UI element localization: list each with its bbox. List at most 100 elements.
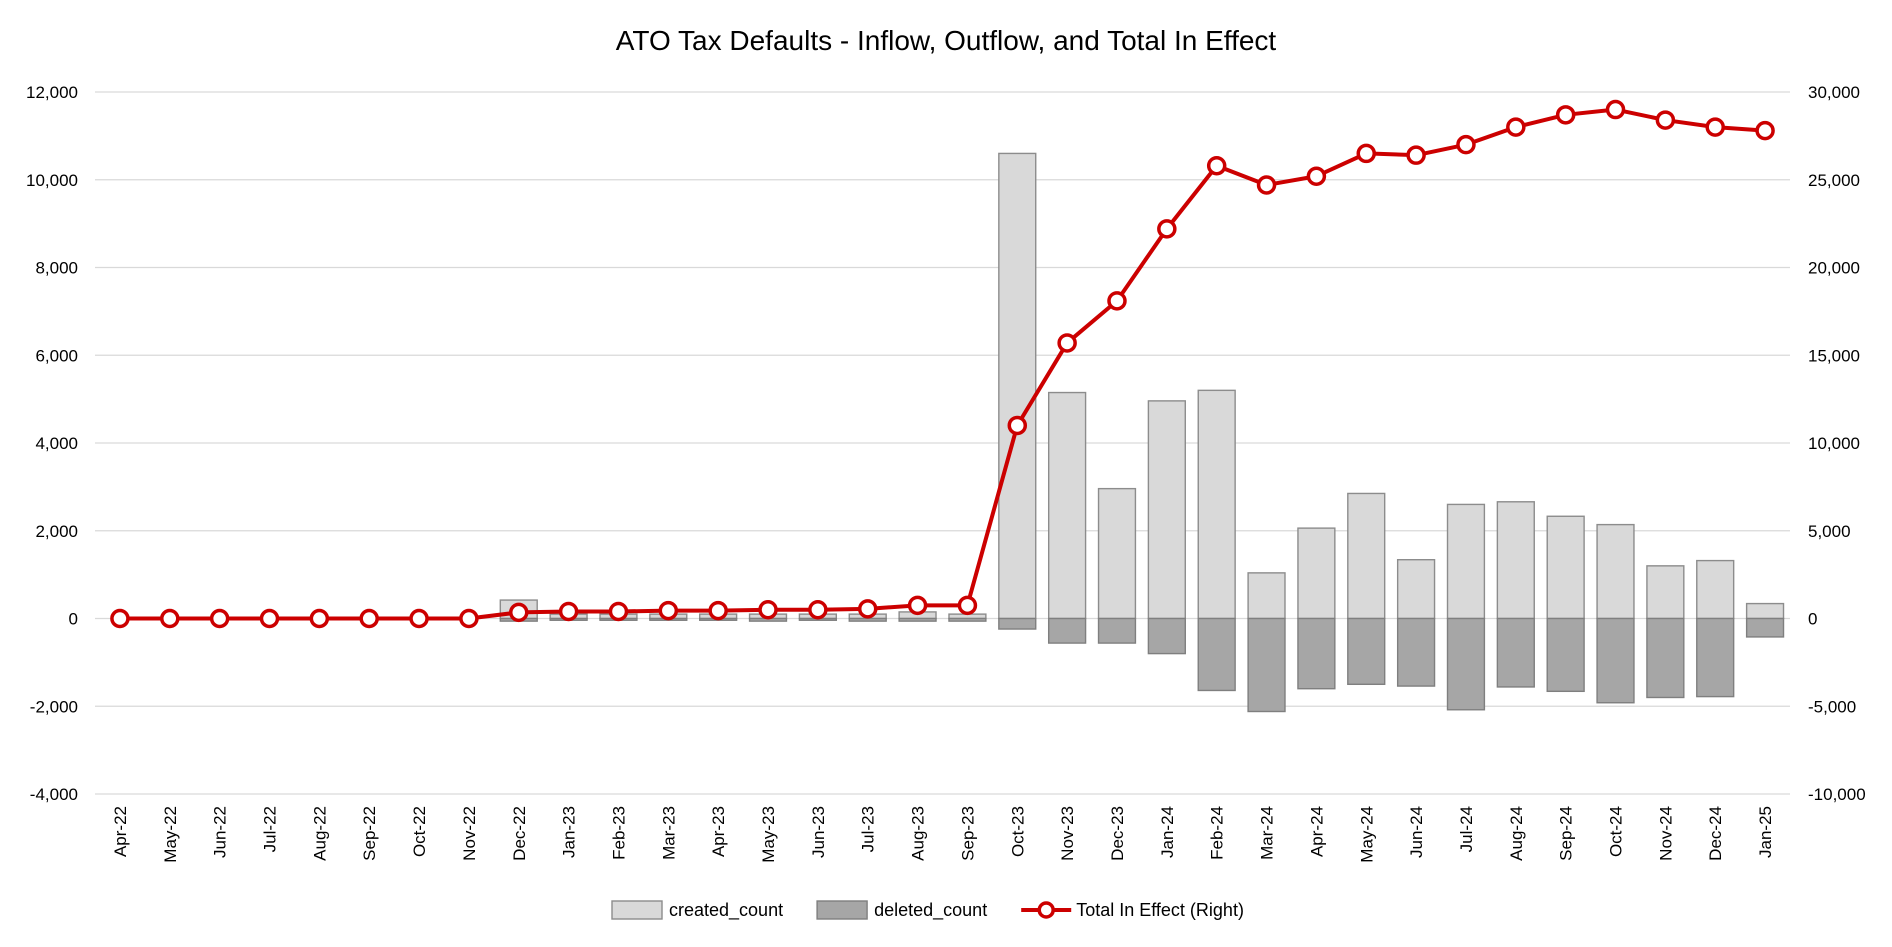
x-tick-label: Dec-24 xyxy=(1706,806,1725,861)
x-tick-label: Apr-23 xyxy=(709,806,728,857)
y-left-tick-label: -4,000 xyxy=(30,785,78,804)
line-point-marker xyxy=(758,599,778,620)
line-point-marker xyxy=(1356,143,1376,164)
y-right-tick-label: 25,000 xyxy=(1808,171,1860,190)
line-point-marker xyxy=(1506,117,1526,137)
x-tick-label: Jun-22 xyxy=(211,806,230,858)
bar-deleted-count xyxy=(1396,617,1436,687)
y-left-tick-label: 4,000 xyxy=(35,434,78,453)
line-point-marker xyxy=(907,595,928,616)
legend-marker-swatch xyxy=(1037,901,1055,919)
line-point-marker xyxy=(658,600,679,621)
left-axis-ticks: -4,000 -2,000 0 2,000 4,000 6,000 8,000 10,000 1… xyxy=(26,83,78,804)
x-tick-label: Jan-23 xyxy=(560,806,579,858)
legend-label: created_count xyxy=(669,900,783,921)
line-point-marker xyxy=(1206,155,1227,176)
line-point-marker xyxy=(459,608,479,629)
line-point-marker xyxy=(1605,99,1626,120)
bar-deleted-count xyxy=(898,617,937,622)
x-tick-label: Jul-22 xyxy=(260,806,279,852)
bar-created-count xyxy=(1646,565,1685,620)
bar-deleted-count xyxy=(1197,617,1236,692)
x-tick-label: Mar-24 xyxy=(1258,806,1277,860)
bar-deleted-count xyxy=(1696,617,1735,698)
line-point-marker xyxy=(209,608,230,629)
y-left-tick-label: 6,000 xyxy=(35,346,78,365)
x-tick-label: Jun-24 xyxy=(1407,806,1426,858)
y-right-tick-label: 30,000 xyxy=(1808,83,1860,102)
bar-deleted-count xyxy=(1297,617,1336,690)
x-tick-label: Aug-23 xyxy=(909,806,928,861)
x-tick-label: Apr-22 xyxy=(111,806,130,857)
legend-label: deleted_count xyxy=(874,900,987,921)
y-left-tick-label: 0 xyxy=(69,610,78,629)
bar-created-count xyxy=(1596,523,1635,620)
bar-created-count xyxy=(1396,559,1436,620)
x-tick-label: Nov-24 xyxy=(1656,806,1675,861)
bar-created-count xyxy=(998,152,1037,620)
line-point-marker xyxy=(608,601,629,622)
bar-deleted-count xyxy=(1446,617,1486,711)
bar-created-count xyxy=(1696,559,1735,620)
x-tick-label: Nov-22 xyxy=(460,806,479,861)
bar-created-count xyxy=(1546,515,1585,620)
line-point-marker xyxy=(110,608,130,629)
line-point-marker xyxy=(558,601,579,622)
y-right-tick-label: 10,000 xyxy=(1808,434,1860,453)
y-left-tick-label: 2,000 xyxy=(35,522,78,541)
line-point-marker xyxy=(1057,333,1077,353)
legend-swatch xyxy=(816,900,868,920)
x-tick-label: Sep-23 xyxy=(958,806,977,861)
x-tick-label: May-24 xyxy=(1357,806,1376,863)
line-point-marker xyxy=(409,608,429,629)
x-tick-label: Jun-23 xyxy=(809,806,828,858)
y-right-tick-label: 0 xyxy=(1808,610,1817,629)
legend-label: Total In Effect (Right) xyxy=(1076,900,1244,920)
x-tick-label: May-22 xyxy=(161,806,180,863)
bar-created-count xyxy=(1097,487,1137,620)
bar-deleted-count xyxy=(1646,617,1685,699)
line-total-in-effect xyxy=(119,107,1766,621)
x-tick-label: Jan-24 xyxy=(1158,806,1177,858)
x-axis-ticks: Apr-22 May-22 Jun-22 Jul-22 Aug-22 Sep-22 Oct-… xyxy=(111,806,1775,863)
line-point-marker xyxy=(1306,166,1327,186)
x-tick-label: Nov-23 xyxy=(1058,806,1077,861)
x-tick-label: Oct-24 xyxy=(1607,806,1626,857)
y-right-tick-label: 20,000 xyxy=(1808,259,1860,278)
line-point-marker xyxy=(1157,219,1177,239)
bar-created-count xyxy=(1297,527,1336,620)
bar-deleted-count xyxy=(1596,617,1635,704)
x-tick-label: Mar-23 xyxy=(659,806,678,860)
x-tick-label: Aug-24 xyxy=(1507,806,1526,861)
x-tick-label: Feb-24 xyxy=(1208,806,1227,860)
line-point-marker xyxy=(957,595,978,616)
y-left-tick-label: 12,000 xyxy=(26,83,78,102)
line-point-marker xyxy=(1755,120,1775,141)
x-tick-label: May-23 xyxy=(759,806,778,863)
x-tick-label: Dec-23 xyxy=(1108,806,1127,861)
x-tick-label: Feb-23 xyxy=(609,806,628,860)
x-tick-label: Jul-24 xyxy=(1457,806,1476,852)
bar-deleted-count xyxy=(948,617,987,622)
bar-created-count xyxy=(1745,602,1785,620)
bar-deleted-count xyxy=(1745,617,1785,638)
y-right-tick-label: -10,000 xyxy=(1808,785,1866,804)
bar-created-count xyxy=(1147,400,1186,620)
x-tick-label: Aug-22 xyxy=(310,806,329,861)
y-right-tick-label: -5,000 xyxy=(1808,697,1856,716)
chart-title: ATO Tax Defaults - Inflow, Outflow, and … xyxy=(616,25,1277,56)
y-left-tick-label: -2,000 xyxy=(30,697,78,716)
y-left-tick-label: 10,000 xyxy=(26,171,78,190)
line-point-marker xyxy=(1555,105,1576,125)
line-point-marker xyxy=(259,608,280,629)
x-tick-label: Oct-23 xyxy=(1008,806,1027,857)
line-point-marker xyxy=(1107,291,1127,311)
bar-deleted-count xyxy=(1247,617,1286,713)
line-point-marker xyxy=(1705,117,1725,137)
x-tick-label: Jan-25 xyxy=(1756,806,1775,858)
line-point-marker xyxy=(1456,134,1476,155)
line-point-marker xyxy=(160,608,180,629)
bar-created-count xyxy=(1197,389,1236,620)
